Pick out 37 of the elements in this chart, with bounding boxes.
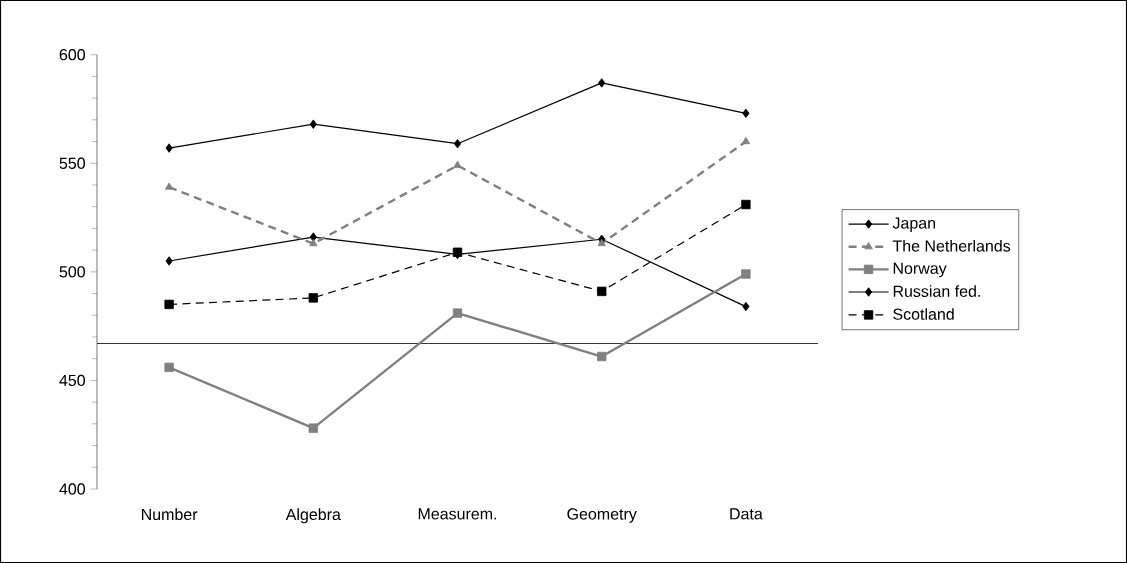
- point: [309, 238, 318, 247]
- point: [309, 232, 317, 242]
- point: [741, 136, 750, 145]
- x-tick-label: Geometry: [567, 508, 637, 523]
- point: [741, 199, 751, 210]
- point: [452, 308, 463, 318]
- y-tick-label: 550: [59, 157, 86, 169]
- point: [742, 301, 750, 312]
- y-tick-label: 450: [59, 374, 86, 387]
- point: [597, 351, 607, 362]
- point: [308, 423, 318, 433]
- point: [741, 269, 751, 279]
- point: [598, 78, 606, 88]
- point: [453, 139, 462, 149]
- legend-label: Norway: [893, 262, 947, 278]
- y-tick-label: 600: [59, 49, 86, 61]
- point: [597, 286, 607, 297]
- point: [597, 238, 606, 247]
- point: [742, 108, 750, 118]
- x-tick-label: Number: [141, 508, 198, 521]
- x-tick-label: Algebra: [285, 508, 341, 524]
- point: [164, 362, 174, 373]
- legend-label: Russian fed.: [893, 285, 980, 297]
- point: [165, 182, 174, 190]
- point: [453, 160, 462, 168]
- point: [164, 299, 174, 310]
- x-tick-label: Measurem.: [418, 508, 497, 520]
- y-tick-label: 400: [59, 483, 86, 495]
- y-tick-label: 500: [59, 266, 86, 278]
- legend-label: Japan: [892, 217, 936, 232]
- point: [165, 256, 173, 266]
- legend-label: The Netherlands: [892, 239, 1011, 252]
- point: [309, 119, 317, 129]
- point: [165, 143, 173, 153]
- legend-label: Scotland: [893, 308, 954, 320]
- point: [308, 293, 318, 303]
- x-tick-label: Data: [730, 508, 763, 520]
